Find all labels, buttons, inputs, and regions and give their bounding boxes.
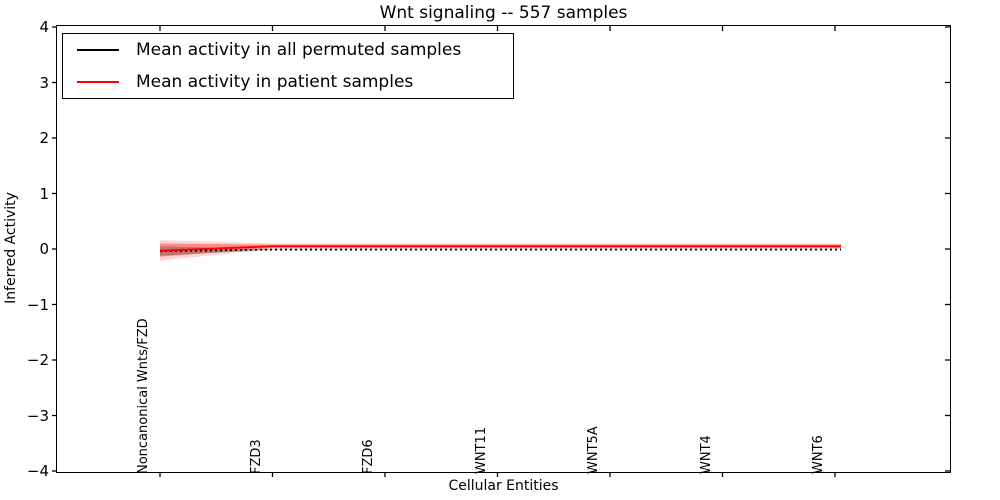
legend-entry-permuted: Mean activity in all permuted samples [63, 34, 513, 66]
y-tick-label: 3 [39, 73, 49, 92]
y-tick-label: 2 [39, 129, 49, 147]
y-tick-label: −2 [26, 351, 49, 369]
x-tick-label: WNT11 [473, 426, 489, 474]
x-tick-label: WNT4 [698, 435, 714, 474]
x-tick-label: WNT6 [811, 435, 826, 474]
y-tick-label: −1 [26, 295, 49, 314]
legend-entry-patient: Mean activity in patient samples [63, 66, 513, 98]
patient-sample-spread-outer-band [160, 240, 841, 261]
x-axis-label: Cellular Entities [448, 478, 559, 494]
x-tick-label: FZD3 [248, 439, 264, 474]
legend-line-sample-black [77, 49, 119, 51]
x-tick-label: Noncanonical Wnts/FZD [136, 318, 151, 474]
x-tick-label: FZD6 [361, 439, 376, 474]
chart-title: Wnt signaling -- 557 samples [379, 3, 628, 23]
legend: Mean activity in all permuted samples Me… [62, 33, 514, 99]
x-tick-label: WNT5A [586, 426, 601, 474]
series-line-permuted [159, 248, 841, 253]
legend-label: Mean activity in all permuted samples [136, 40, 462, 60]
legend-label: Mean activity in patient samples [136, 72, 414, 92]
y-tick-label: −4 [26, 462, 49, 480]
y-tick-label: 0 [39, 240, 49, 258]
y-tick-label: −3 [26, 406, 49, 425]
series-line-patient [159, 245, 841, 252]
y-tick-label: 1 [39, 184, 49, 203]
y-tick-label: 4 [39, 18, 49, 36]
legend-line-sample-red [77, 81, 119, 83]
